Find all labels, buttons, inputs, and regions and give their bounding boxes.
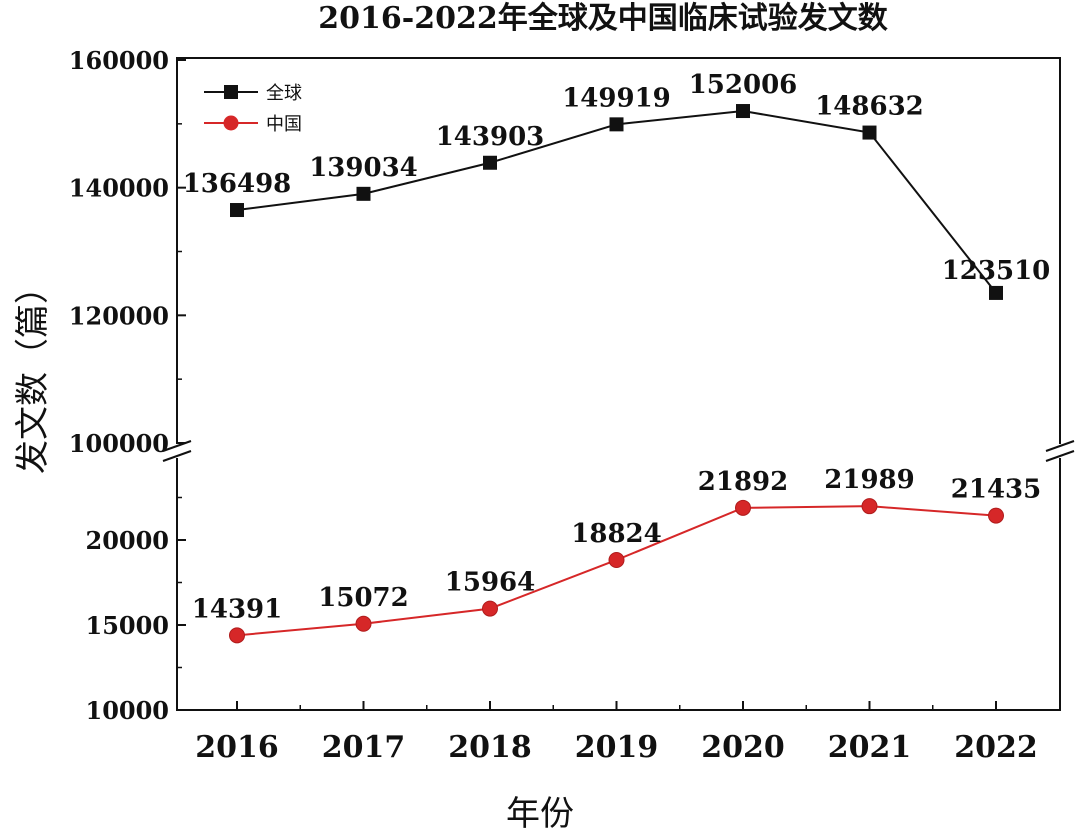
data-label: 136498 <box>183 169 292 199</box>
data-label: 152006 <box>689 70 798 100</box>
x-axis-label: 年份 <box>506 794 574 833</box>
data-label: 21892 <box>698 467 788 497</box>
x-tick-label: 2020 <box>701 730 785 765</box>
plot-border <box>176 57 1061 711</box>
y-tick-label: 20000 <box>86 526 170 555</box>
x-tick-label: 2018 <box>448 730 532 765</box>
axis-ticks: 100000 120000 140000 160000 10000 15000 20000 2… <box>69 46 1038 765</box>
data-label: 123510 <box>942 256 1051 286</box>
legend-label: 全球 <box>266 83 302 104</box>
data-point-circle <box>355 615 372 632</box>
y-tick-label: 160000 <box>69 46 169 75</box>
series-lines <box>229 104 1004 644</box>
y-tick-label: 10000 <box>86 696 170 725</box>
axis-break-slash-left-2 <box>162 450 192 462</box>
x-tick-label: 2016 <box>195 730 279 765</box>
axis-break-slash-right-2 <box>1045 450 1075 462</box>
data-point-circle <box>861 498 878 515</box>
x-tick-label: 2021 <box>828 730 912 765</box>
x-tick-label: 2022 <box>954 730 1038 765</box>
data-point-circle <box>229 627 245 644</box>
data-point-circle <box>608 551 625 568</box>
data-labels: 136498 139034 143903 149919 152006 148632 1235… <box>183 70 1051 624</box>
legend-label: 中国 <box>266 114 302 135</box>
y-tick-label: 120000 <box>69 301 169 330</box>
data-point-circle <box>735 499 751 516</box>
axis-break-slash-left-1 <box>162 440 192 452</box>
data-label: 21989 <box>824 465 914 495</box>
data-label: 15072 <box>318 583 408 613</box>
data-label: 143903 <box>436 122 545 152</box>
data-point-square <box>736 104 750 119</box>
axis-break-slash-right-1 <box>1045 440 1075 452</box>
y-tick-label: 140000 <box>69 174 169 203</box>
chart-title: 2016-2022年全球及中国临床试验发文数 <box>318 1 888 36</box>
data-label: 139034 <box>309 153 418 183</box>
data-point-square <box>483 155 497 170</box>
data-label: 21435 <box>951 475 1041 505</box>
x-tick-label: 2017 <box>322 730 406 765</box>
legend-marker-circle <box>223 115 239 131</box>
data-point-square <box>989 285 1003 300</box>
y-axis-label: 发文数（篇） <box>13 270 53 474</box>
series-line-全球 <box>236 110 997 294</box>
data-label: 148632 <box>815 92 924 122</box>
data-label: 149919 <box>562 83 671 113</box>
data-point-square <box>862 125 877 140</box>
plot-frame <box>162 57 1075 711</box>
data-label: 15964 <box>445 568 535 598</box>
y-tick-label: 100000 <box>69 429 169 458</box>
legend-marker-square <box>224 85 238 99</box>
y-tick-label: 15000 <box>86 611 170 640</box>
data-point-square <box>356 186 371 201</box>
data-point-square <box>230 203 244 218</box>
data-label: 18824 <box>571 519 661 549</box>
data-point-circle <box>482 600 498 617</box>
data-point-square <box>609 117 624 132</box>
data-label: 14391 <box>192 594 282 624</box>
data-point-circle <box>988 507 1004 524</box>
x-tick-label: 2019 <box>575 730 659 765</box>
